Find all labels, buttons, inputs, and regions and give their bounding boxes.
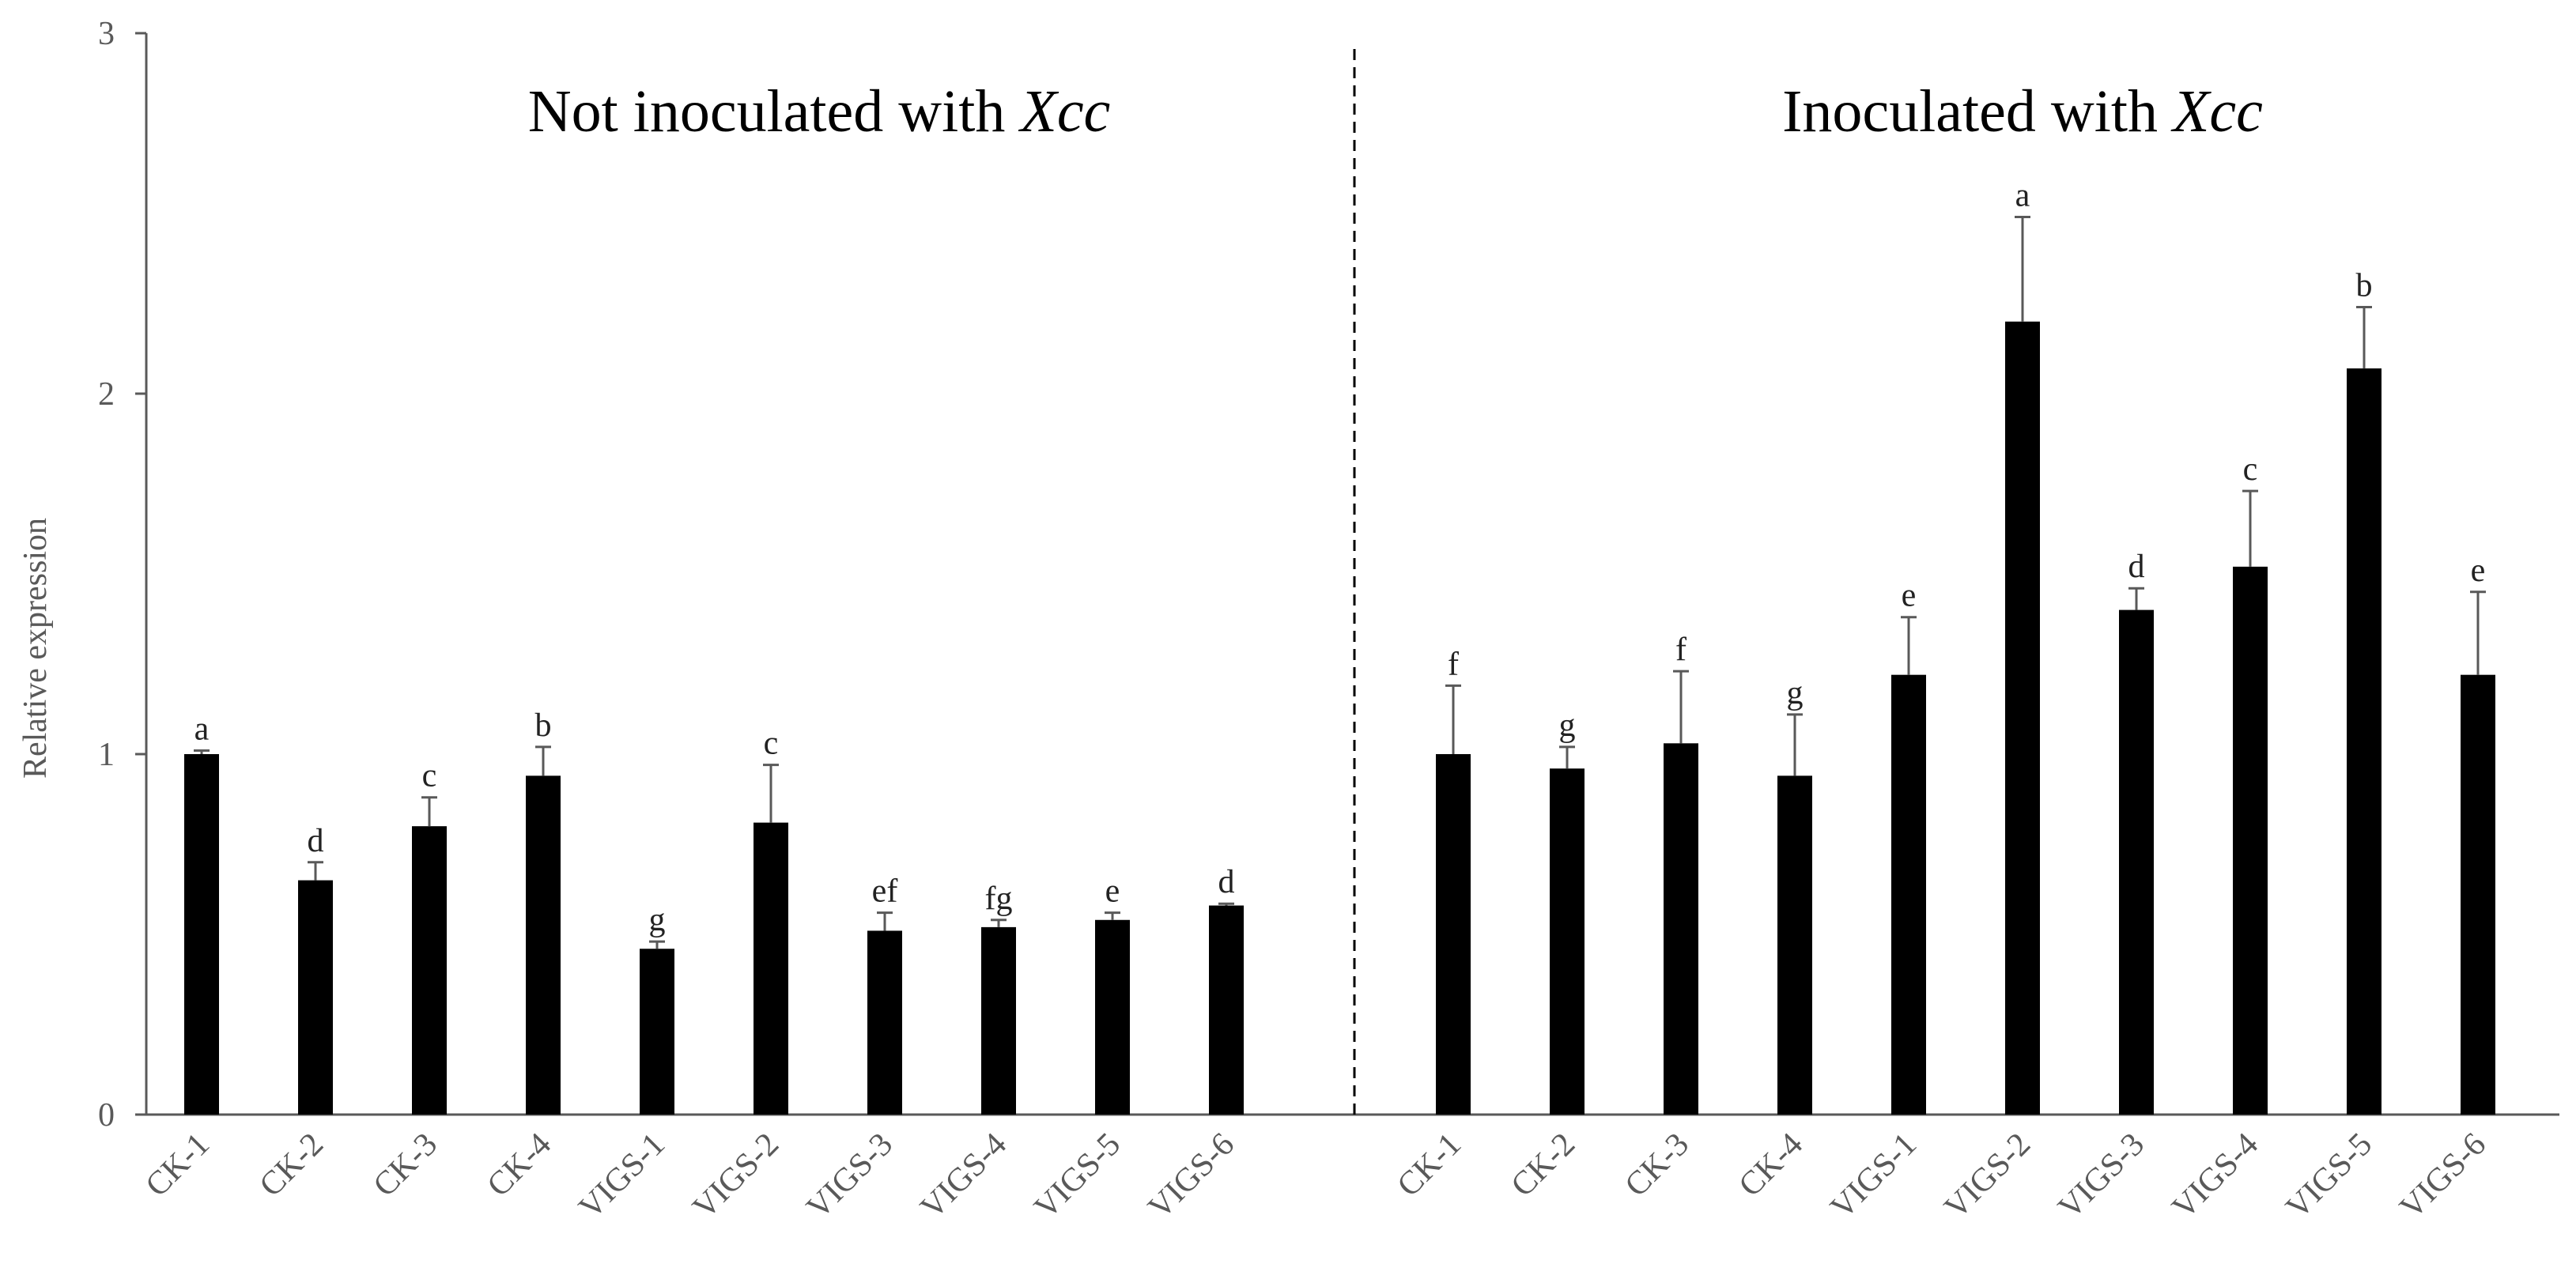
x-tick-label: VIGS-1 [1823,1126,1924,1227]
bar [1436,754,1471,1115]
x-tick-label: VIGS-4 [2165,1126,2265,1227]
x-tick-label: VIGS-6 [1141,1126,1241,1227]
y-tick-label: 3 [98,16,115,52]
x-tick-label: VIGS-1 [572,1126,672,1227]
x-tick-label: CK-2 [253,1126,331,1205]
y-axis-label: Relative expression [17,518,54,779]
bar [2119,609,2154,1115]
x-tick-label: CK-1 [139,1126,217,1205]
bar [981,926,1016,1115]
x-tick-label: VIGS-5 [2279,1126,2379,1227]
bar [640,949,674,1115]
x-tick-label: CK-2 [1505,1126,1583,1205]
bar [412,826,447,1115]
significance-letter: g [1559,707,1576,744]
x-tick-label: VIGS-6 [2393,1126,2493,1227]
x-tick-label: VIGS-3 [2051,1126,2151,1227]
group-title: Inoculated with Xcc [1782,78,2263,145]
x-tick-label: VIGS-2 [686,1126,786,1227]
bar [1550,768,1585,1115]
bar [2347,368,2381,1115]
group-title-italic: Xcc [2170,78,2263,145]
significance-letter: b [2356,268,2373,304]
bar [754,822,788,1115]
x-tick-label: CK-4 [481,1126,559,1205]
bar [1664,743,1698,1115]
significance-letter: d [2128,549,2145,585]
x-tick-label: CK-4 [1732,1126,1811,1205]
significance-letter: a [2015,178,2030,214]
significance-letter: ef [872,873,898,910]
significance-letter: b [535,707,552,744]
group-title-text: Inoculated with [1782,78,2173,145]
bar [298,880,333,1115]
y-tick-label: 2 [98,376,115,413]
bar [1891,674,1926,1115]
y-axis-ticks: 0 1 2 3 [98,16,146,1134]
bar-group: Inoculated with Xcc f CK-1 g CK-2 f CK-3 g CK-4 e… [1391,78,2495,1226]
bar [1209,905,1244,1115]
significance-letter: c [422,758,437,794]
x-tick-label: VIGS-4 [913,1126,1014,1227]
x-tick-label: VIGS-2 [1937,1126,2038,1227]
group-title-text: Not inoculated with [528,78,1021,145]
significance-letter: c [2243,451,2258,488]
bar-group: Not inoculated with Xcc a CK-1 d CK-2 c CK-3 b C… [139,78,1244,1226]
significance-letter: f [1675,632,1686,668]
bar [2461,674,2495,1115]
significance-letter: e [1105,873,1120,910]
x-tick-label: VIGS-5 [1027,1126,1127,1227]
significance-letter: e [2471,553,2486,589]
y-tick-label: 1 [98,737,115,773]
bar [867,930,902,1115]
group-title-italic: Xcc [1018,78,1110,145]
significance-letter: e [1902,578,1917,614]
x-tick-label: CK-3 [1618,1126,1697,1205]
bar [2233,566,2268,1115]
significance-letter: f [1448,646,1459,682]
bar [1095,919,1130,1115]
bar [1777,775,1812,1115]
significance-letter: d [308,823,324,859]
significance-letter: g [649,902,666,938]
x-tick-label: VIGS-3 [799,1126,900,1227]
x-tick-label: CK-1 [1391,1126,1469,1205]
significance-letter: g [1787,675,1804,711]
y-tick-label: 0 [98,1097,115,1134]
significance-letter: d [1218,864,1235,900]
bar-groups: Not inoculated with Xcc a CK-1 d CK-2 c CK-3 b C… [139,78,2495,1226]
group-title: Not inoculated with Xcc [528,78,1111,145]
significance-letter: c [764,726,779,762]
bar [2005,321,2040,1115]
bar [184,754,219,1115]
x-tick-label: CK-3 [367,1126,445,1205]
significance-letter: a [195,711,210,747]
axes [145,33,2559,1116]
bar [526,775,561,1115]
significance-letter: fg [985,881,1013,917]
